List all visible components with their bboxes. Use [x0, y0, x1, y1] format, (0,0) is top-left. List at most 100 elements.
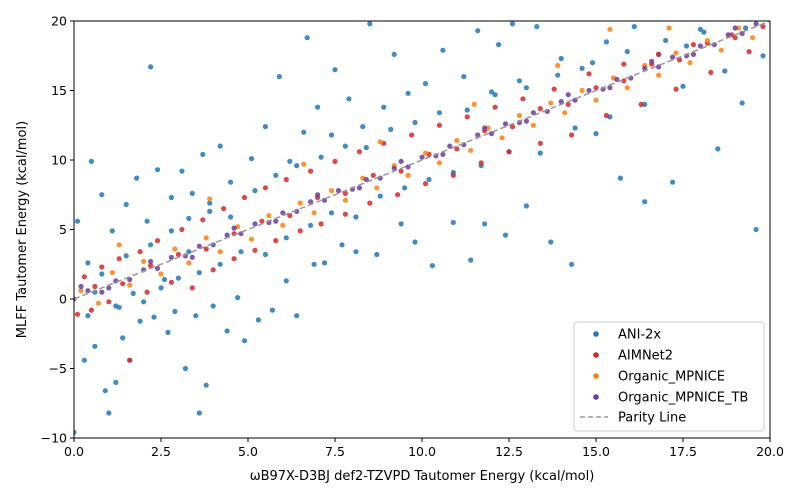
- data-point: [203, 246, 209, 252]
- data-point: [221, 206, 227, 212]
- x-axis-title: ωB97X-D3BJ def2-TZVPD Tautomer Energy (k…: [250, 469, 595, 484]
- x-tick-label: 5.0: [238, 444, 258, 459]
- data-point: [137, 318, 143, 324]
- data-point: [158, 271, 164, 277]
- data-point: [388, 126, 394, 132]
- data-point: [116, 242, 122, 248]
- data-point: [642, 199, 648, 205]
- data-point: [144, 218, 150, 224]
- data-point: [168, 279, 174, 285]
- data-point: [548, 239, 554, 245]
- data-point: [377, 193, 383, 199]
- data-point: [569, 132, 575, 138]
- data-point: [262, 251, 268, 258]
- data-point: [475, 132, 481, 138]
- data-point: [663, 37, 669, 44]
- data-point: [607, 26, 613, 32]
- data-point: [120, 281, 126, 287]
- legend-label-aimnet2: AIMNet2: [618, 349, 673, 364]
- data-point: [74, 429, 77, 435]
- data-point: [175, 251, 181, 258]
- data-point: [123, 201, 129, 208]
- data-point: [81, 274, 87, 280]
- data-point: [92, 343, 98, 349]
- data-point: [210, 303, 216, 309]
- data-point: [405, 172, 411, 178]
- data-point: [322, 260, 328, 266]
- data-point: [398, 168, 404, 174]
- data-point: [311, 261, 317, 267]
- x-tick-label: 12.5: [495, 444, 523, 459]
- data-point: [207, 208, 213, 214]
- data-point: [294, 163, 300, 169]
- data-point: [235, 295, 241, 301]
- data-point: [673, 50, 679, 56]
- data-point: [308, 168, 314, 174]
- legend-label-organic-mpnice: Organic_MPNICE: [618, 370, 725, 385]
- data-point: [106, 285, 112, 291]
- data-point: [422, 150, 429, 156]
- data-point: [398, 158, 404, 164]
- data-point: [492, 92, 498, 98]
- data-point: [377, 139, 383, 145]
- legend-marker-ani2x: [593, 331, 599, 337]
- data-point: [168, 194, 174, 201]
- data-point: [523, 85, 530, 91]
- legend-marker-organic-mpnice: [593, 373, 599, 379]
- data-point: [722, 68, 728, 74]
- data-point: [412, 119, 418, 126]
- data-point: [224, 232, 230, 238]
- data-point: [85, 260, 91, 266]
- data-point: [217, 249, 223, 255]
- data-point: [228, 179, 234, 185]
- data-point: [78, 288, 84, 294]
- data-point: [464, 107, 470, 113]
- data-point: [391, 165, 397, 171]
- data-point: [158, 285, 164, 291]
- data-point: [269, 307, 275, 313]
- y-tick-label: 10: [51, 153, 67, 168]
- data-point: [426, 176, 432, 183]
- data-point: [363, 144, 369, 151]
- data-point: [649, 58, 655, 64]
- data-point: [231, 256, 237, 262]
- data-point: [259, 218, 265, 224]
- data-point: [690, 42, 697, 48]
- data-point: [704, 37, 711, 44]
- data-point: [353, 214, 359, 220]
- data-point: [165, 329, 171, 335]
- data-point: [168, 228, 174, 234]
- data-point: [106, 410, 112, 416]
- data-point: [429, 263, 435, 269]
- data-point: [283, 278, 289, 284]
- data-point: [558, 55, 564, 62]
- data-point: [753, 21, 759, 27]
- data-point: [356, 149, 362, 155]
- data-point: [363, 176, 369, 183]
- data-point: [367, 200, 373, 206]
- x-axis: 0.0 2.5 5.0 7.5 10.0 12.5 15.0 17.5 20.0: [64, 438, 784, 459]
- data-point: [666, 25, 672, 31]
- data-point: [725, 32, 731, 38]
- data-point: [523, 118, 530, 124]
- y-tick-label: 0: [59, 292, 67, 307]
- data-point: [642, 65, 648, 71]
- data-point: [409, 132, 415, 138]
- data-point: [398, 221, 404, 227]
- data-point: [294, 313, 300, 319]
- data-point: [621, 61, 627, 67]
- data-point: [356, 185, 362, 191]
- data-point: [516, 112, 523, 119]
- data-point: [287, 158, 293, 164]
- data-point: [179, 168, 185, 174]
- data-point: [342, 197, 348, 203]
- data-point: [676, 57, 683, 63]
- legend-label-ani2x: ANI-2x: [618, 328, 661, 343]
- data-point: [422, 81, 429, 87]
- data-point: [565, 92, 571, 98]
- data-point: [248, 156, 255, 162]
- data-point: [318, 154, 324, 160]
- data-point: [680, 83, 686, 89]
- data-point: [701, 29, 707, 35]
